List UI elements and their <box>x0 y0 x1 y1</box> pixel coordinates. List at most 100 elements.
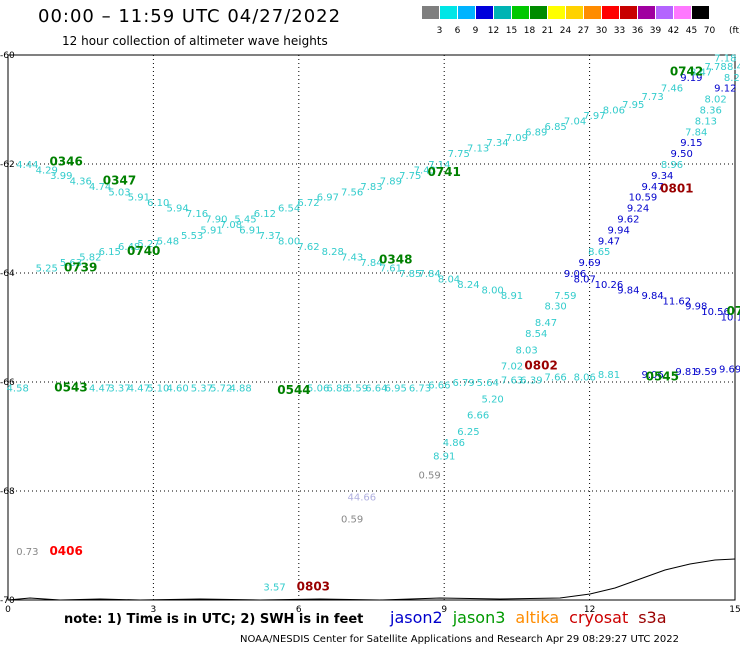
track-time-label: 0544 <box>277 383 310 397</box>
wave-height-label: 6.39 <box>520 375 542 386</box>
wave-height-label: 8.47 <box>690 67 712 78</box>
x-tick-label: 3 <box>151 605 157 615</box>
wave-height-label: 7.75 <box>448 149 470 160</box>
track-time-label: 0346 <box>49 154 82 168</box>
legend-label: 70 <box>703 26 716 36</box>
wave-height-label: 10.59 <box>629 193 658 204</box>
wave-height-label: 7.43 <box>341 253 363 264</box>
wave-height-label: 5.10 <box>147 383 169 394</box>
legend-swatch <box>638 6 655 19</box>
wave-height-label: 6.25 <box>457 427 479 438</box>
satellite-cryosat: cryosat <box>569 608 629 627</box>
legend-swatch <box>494 6 511 19</box>
wave-height-label: 10.16 <box>721 313 740 324</box>
wave-height-label: 7.75 <box>399 171 421 182</box>
wave-height-label: 3.37 <box>108 383 130 394</box>
wave-height-label: 8.06 <box>574 373 596 384</box>
track-time-label: 0741 <box>427 165 460 179</box>
wave-height-label: 4.74 <box>89 182 111 193</box>
wave-height-label: 4.88 <box>230 383 252 394</box>
legend-label: 30 <box>595 26 608 36</box>
wave-height-label: 8.13 <box>695 116 717 127</box>
wave-height-label: 5.27 <box>137 239 159 250</box>
wave-height-label: 6.54 <box>278 204 300 215</box>
track-time-label: 0543 <box>54 380 87 394</box>
wave-height-label: 5.48 <box>157 236 179 247</box>
wave-height-label: 7.95 <box>622 100 644 111</box>
wave-height-label: 8.00 <box>278 236 300 247</box>
legend-label: 3 <box>436 26 443 36</box>
wave-height-label: 9.15 <box>680 138 702 149</box>
wave-height-label: 7.16 <box>186 209 208 220</box>
wave-height-label: 7.73 <box>641 92 663 103</box>
wave-height-label: 6.85 <box>545 122 567 133</box>
wave-height-label: 6.48 <box>118 242 140 253</box>
wave-height-label: 5.63 <box>60 258 82 269</box>
wave-height-label: 6.89 <box>525 127 547 138</box>
y-tick-label: -64 <box>0 269 15 279</box>
wave-height-label: 8.29 <box>724 73 740 84</box>
wave-height-label: 8.28 <box>322 247 344 258</box>
wave-height-label: 5.20 <box>482 394 504 405</box>
legend-label: 45 <box>685 26 698 36</box>
wave-height-label: 4.47 <box>128 383 150 394</box>
satellite-s3a: s3a <box>638 608 667 627</box>
wave-height-label: 7.18 <box>714 54 736 65</box>
wave-height-label: 4.36 <box>70 176 92 187</box>
wave-height-label: 7.43 <box>414 165 436 176</box>
wave-height-label: 4.29 <box>36 165 58 176</box>
wave-height-label: 7.66 <box>545 373 567 384</box>
wave-height-label: 7.08 <box>220 220 242 231</box>
wave-height-label: 4.44 <box>16 160 38 171</box>
wave-height-label: 4.47 <box>89 383 111 394</box>
wave-height-label: 7.09 <box>506 133 528 144</box>
legend-swatch <box>530 6 547 19</box>
wave-height-label: 8.47 <box>535 318 557 329</box>
wave-height-label: 5.82 <box>79 253 101 264</box>
wave-height-label: 6.12 <box>254 209 276 220</box>
legend-swatch <box>512 6 529 19</box>
wave-height-label: 5.59 <box>346 383 368 394</box>
wave-height-label: 8.04 <box>438 274 460 285</box>
wave-height-label: 8.91 <box>501 291 523 302</box>
wave-height-label: 7.37 <box>259 231 281 242</box>
legend-label: 18 <box>523 26 536 36</box>
wave-height-label: 5.25 <box>36 264 58 275</box>
legend-swatch <box>602 6 619 19</box>
wave-height-label: 7.78 <box>704 62 726 73</box>
wave-height-label: 44.66 <box>347 492 376 503</box>
y-tick-label: -68 <box>0 487 15 497</box>
wave-height-label: 5.91 <box>200 225 222 236</box>
legend-label: 24 <box>559 26 572 36</box>
track-time-label: 0348 <box>379 252 412 266</box>
wave-height-label: 5.64 <box>477 378 499 389</box>
map-axes: 0 3 6 9 12 15 -60 -62 -64 -66 -68 -70 <box>0 51 740 615</box>
wave-height-label: 9.69 <box>719 364 740 375</box>
wave-height-label: 8.36 <box>700 106 722 117</box>
track-time-label: 0802 <box>524 359 557 373</box>
track-time-label: 07 <box>727 304 740 318</box>
track-time-label: 0545 <box>646 370 679 384</box>
wave-height-label: 8.96 <box>661 160 683 171</box>
satellite-legend: jason2 jason3 altika cryosat s3a <box>390 608 677 627</box>
wave-height-label: 9.47 <box>641 182 663 193</box>
wave-height-label: 8.81 <box>598 370 620 381</box>
wave-height-label: 6.97 <box>317 193 339 204</box>
wave-height-label: 7.63 <box>501 375 523 386</box>
wave-height-label: 9.62 <box>617 215 639 226</box>
legend-swatch <box>656 6 673 19</box>
track-time-label: 0740 <box>127 244 160 258</box>
map-grid <box>7 54 736 601</box>
wave-height-label: 6.91 <box>239 225 261 236</box>
wave-height-label: 5.53 <box>181 231 203 242</box>
wave-height-label: 9.47 <box>598 236 620 247</box>
coastline <box>7 558 736 601</box>
legend-swatch <box>566 6 583 19</box>
wave-height-label: 5.06 <box>307 383 329 394</box>
wave-height-label: 7.89 <box>380 176 402 187</box>
wave-height-label: 6.66 <box>467 411 489 422</box>
wave-height-label: 5.37 <box>191 383 213 394</box>
wave-height-label: 7.14 <box>428 160 450 171</box>
wave-height-label: 6.15 <box>99 247 121 258</box>
